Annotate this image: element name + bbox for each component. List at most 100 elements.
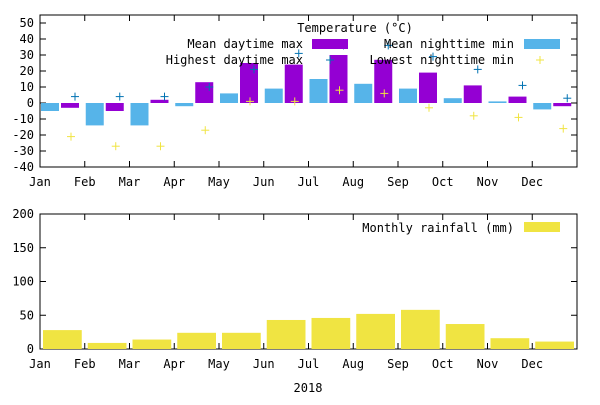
temp-ytick-label: -30 — [12, 144, 34, 158]
highest-daytime-max-marker — [518, 81, 527, 90]
mean-nighttime-min-bar — [354, 83, 373, 103]
temp-chart-title: Temperature (°C) — [297, 21, 413, 35]
temp-xtick-label: Jun — [253, 175, 275, 189]
monthly-rainfall-bar — [311, 317, 351, 349]
temp-legend-swatch — [312, 39, 348, 49]
temp-ytick-label: 20 — [20, 64, 34, 78]
rain-xtick-label: Jul — [298, 357, 320, 371]
monthly-rainfall-bar — [356, 313, 395, 349]
rain-xlabel: 2018 — [294, 381, 323, 395]
lowest-nighttime-min-marker — [559, 124, 568, 133]
temp-xtick-label: Nov — [477, 175, 499, 189]
highest-daytime-max-marker — [473, 65, 482, 74]
monthly-rainfall-bar — [266, 319, 306, 349]
mean-daytime-max-bar — [463, 85, 482, 103]
lowest-nighttime-min-marker — [201, 126, 210, 135]
monthly-rainfall-bar — [490, 338, 530, 349]
temp-legend-label: Mean daytime max — [187, 37, 303, 51]
rain-ytick-label: 150 — [12, 241, 34, 255]
monthly-rainfall-bar — [535, 341, 574, 349]
temp-legend-label: Highest daytime max — [166, 53, 303, 67]
highest-daytime-max-marker — [160, 92, 169, 101]
rain-xtick-label: Mar — [119, 357, 141, 371]
temp-legend-marker — [326, 56, 334, 64]
lowest-nighttime-min-marker — [67, 132, 75, 141]
temp-xtick-label: Apr — [163, 175, 185, 189]
monthly-rainfall-bar — [132, 339, 172, 349]
temp-ytick-label: 50 — [20, 16, 34, 30]
rain-xtick-label: Nov — [477, 357, 499, 371]
rain-xtick-label: Feb — [74, 357, 96, 371]
rain-xtick-label: Oct — [432, 357, 454, 371]
rain-xtick-label: Jun — [253, 357, 275, 371]
lowest-nighttime-min-marker — [514, 113, 523, 122]
rain-legend-label: Monthly rainfall (mm) — [362, 221, 514, 235]
mean-nighttime-min-bar — [130, 103, 149, 126]
lowest-nighttime-min-marker — [156, 142, 165, 151]
rain-ytick-label: 200 — [12, 207, 34, 221]
mean-daytime-max-bar — [508, 96, 527, 103]
monthly-rainfall-bar — [177, 332, 216, 349]
mean-daytime-max-bar — [61, 103, 79, 108]
temp-ytick-label: 40 — [20, 32, 34, 46]
temp-ytick-label: -40 — [12, 160, 34, 174]
monthly-rainfall-bar — [43, 330, 82, 349]
mean-nighttime-min-bar — [85, 103, 104, 126]
rain-xtick-label: Aug — [342, 357, 364, 371]
temp-ytick-label: 10 — [20, 80, 34, 94]
highest-daytime-max-marker — [563, 94, 572, 103]
rain-xtick-label: May — [208, 357, 230, 371]
lowest-nighttime-min-marker — [335, 86, 344, 95]
lowest-nighttime-min-marker — [246, 97, 254, 106]
rain-xtick-label: Sep — [387, 357, 409, 371]
mean-nighttime-min-bar — [399, 88, 417, 103]
lowest-nighttime-min-marker — [111, 142, 120, 151]
temp-xtick-label: Feb — [74, 175, 96, 189]
temp-ytick-label: -10 — [12, 112, 34, 126]
temp-ytick-label: 0 — [27, 96, 34, 110]
lowest-nighttime-min-marker — [380, 89, 389, 98]
mean-nighttime-min-bar — [488, 101, 507, 103]
temp-legend-marker — [536, 56, 544, 64]
mean-daytime-max-bar — [329, 55, 348, 103]
mean-nighttime-min-bar — [533, 103, 552, 110]
temp-xtick-label: May — [208, 175, 230, 189]
highest-daytime-max-marker — [115, 92, 124, 101]
rain-ytick-label: 100 — [12, 275, 34, 289]
mean-daytime-max-bar — [553, 103, 572, 107]
highest-daytime-max-marker — [294, 49, 303, 58]
monthly-rainfall-bar — [222, 332, 261, 349]
temp-xtick-label: Sep — [387, 175, 409, 189]
highest-daytime-max-marker — [205, 83, 214, 91]
mean-nighttime-min-bar — [264, 88, 283, 103]
highest-daytime-max-marker — [71, 92, 79, 101]
mean-daytime-max-bar — [374, 59, 393, 103]
lowest-nighttime-min-marker — [425, 103, 433, 112]
mean-nighttime-min-bar — [309, 79, 328, 103]
temp-legend-label: Mean nighttime min — [384, 37, 514, 51]
rain-xtick-label: Dec — [521, 357, 543, 371]
rain-ytick-label: 0 — [27, 342, 34, 356]
rainfall-chart: 0 50 100 150 200 Jan Feb Mar Apr May Jun Jul Aug Sep O… — [12, 207, 578, 395]
temp-ytick-label: -20 — [12, 128, 34, 142]
monthly-rainfall-bar — [87, 342, 127, 349]
monthly-rainfall-bar — [445, 324, 485, 349]
rain-ytick-label: 50 — [20, 308, 34, 322]
temp-legend-label: Lowest nighttime min — [370, 53, 515, 67]
highest-daytime-max-marker — [429, 52, 437, 61]
rain-xtick-label: Jan — [29, 357, 51, 371]
mean-daytime-max-bar — [195, 82, 214, 103]
highest-daytime-max-marker — [384, 41, 393, 50]
temperature-chart: -40 -30 -20 -10 0 10 20 30 40 50 Jan Feb Mar Apr May Ju… — [12, 14, 578, 189]
temp-xtick-label: Mar — [119, 175, 141, 189]
temp-ytick-label: 30 — [20, 48, 34, 62]
mean-nighttime-min-bar — [41, 103, 59, 111]
mean-nighttime-min-bar — [443, 98, 462, 103]
temp-xtick-label: Jul — [298, 175, 320, 189]
temp-xtick-label: Jan — [29, 175, 51, 189]
mean-daytime-max-bar — [150, 99, 169, 103]
rain-xtick-label: Apr — [163, 357, 185, 371]
temp-xtick-label: Aug — [342, 175, 364, 189]
mean-nighttime-min-bar — [220, 93, 238, 103]
